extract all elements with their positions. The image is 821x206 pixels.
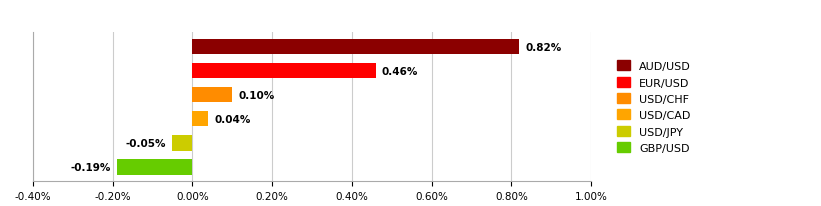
Text: -0.19%: -0.19% (71, 162, 111, 172)
Bar (192, 111, 209, 127)
Legend: AUD/USD, EUR/USD, USD/CHF, USD/CAD, USD/JPY, GBP/USD: AUD/USD, EUR/USD, USD/CHF, USD/CAD, USD/… (613, 58, 694, 156)
Text: 0.82%: 0.82% (525, 42, 562, 52)
Bar (117, 159, 192, 175)
Text: 0.10%: 0.10% (238, 90, 274, 100)
Text: 0.04%: 0.04% (214, 114, 250, 124)
Bar (172, 135, 192, 151)
Text: 0.46%: 0.46% (382, 66, 418, 76)
Bar (192, 87, 232, 103)
Text: -0.05%: -0.05% (126, 138, 167, 148)
Text: Benchmark Currency Rates - Daily Gainers & Losers: Benchmark Currency Rates - Daily Gainers… (229, 6, 592, 19)
Bar (192, 63, 376, 79)
Bar (192, 40, 520, 55)
